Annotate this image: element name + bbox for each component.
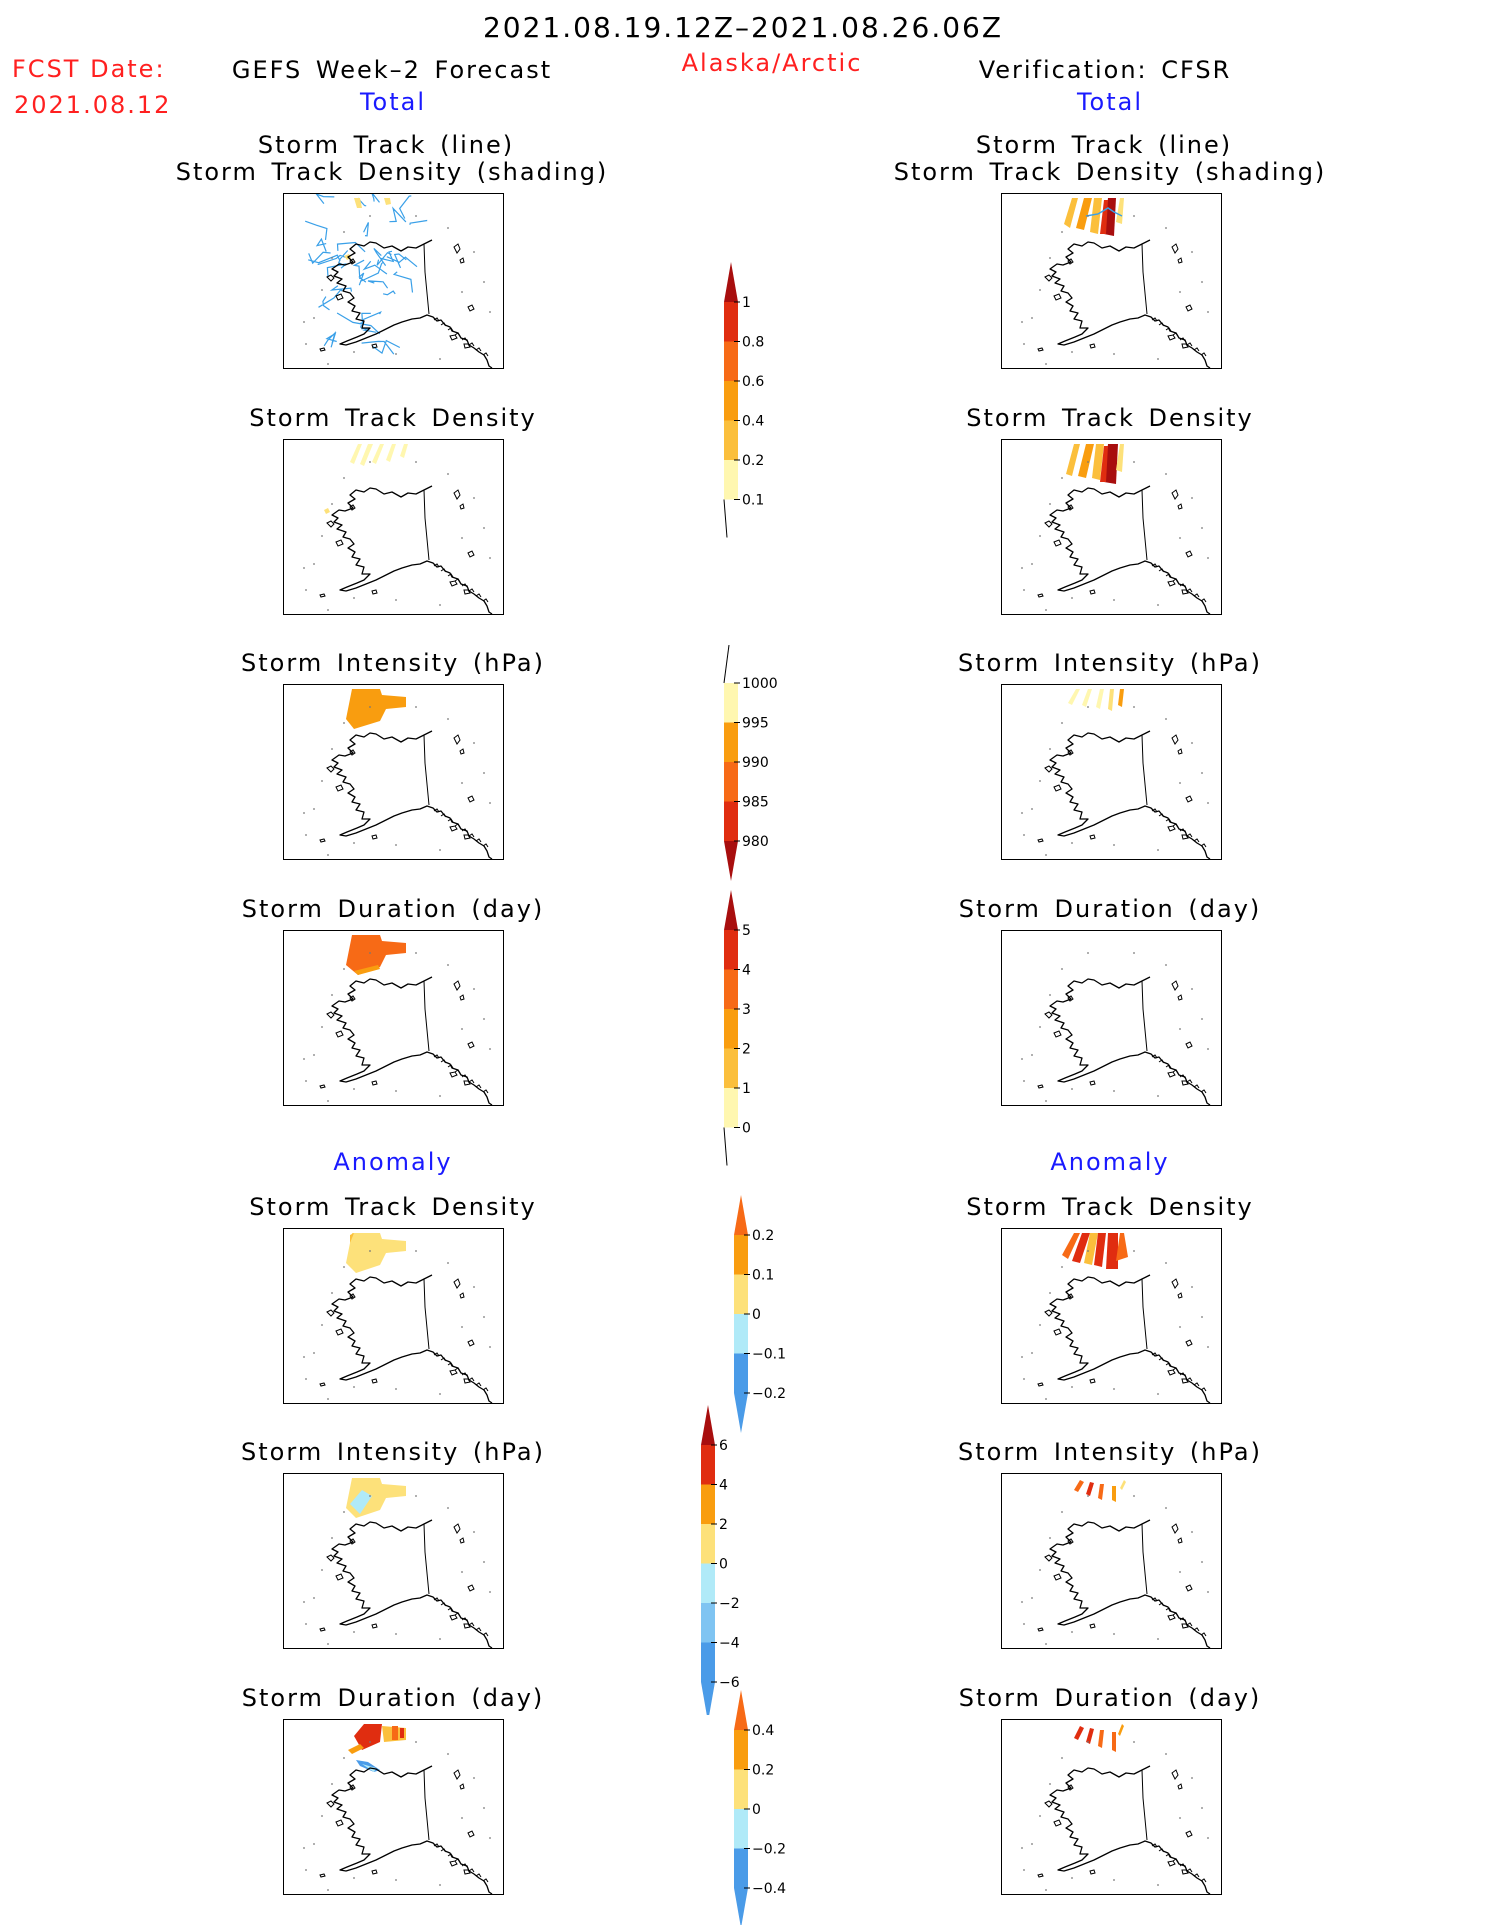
colorbar-tick-label: 980 (742, 834, 769, 850)
map-density-anom-cfsr (1001, 1228, 1222, 1404)
region-title: Alaska/Arctic (681, 49, 863, 77)
colorbar-tick-label: 0.2 (752, 1763, 774, 1779)
colorbar-tick-label: 5 (742, 923, 751, 939)
colorbar-tick-label: 4 (742, 963, 751, 979)
colorbar-tick-label: 1 (742, 1081, 751, 1097)
title-density-total: Storm Track Density (249, 404, 537, 432)
map-intensity-anom-gefs (283, 1473, 504, 1649)
fcst-date-value: 2021.08.12 (14, 91, 172, 119)
colorbar-tick-label: 0.8 (742, 335, 764, 351)
colorbar-tick-label: 0.2 (742, 453, 764, 469)
colorbar-tick-label: 0 (719, 1557, 728, 1573)
title-intensity-total: Storm Intensity (hPa) (241, 649, 545, 677)
map-duration-gefs (283, 930, 504, 1106)
colorbar-tick-label: 2 (742, 1042, 751, 1058)
colorbar-duration-anom: 0.4 0.2 0 −0.2 −0.4 (734, 1690, 786, 1925)
title-track-line-cfsr: Storm Track (line) (975, 131, 1233, 159)
title-duration-total-cfsr: Storm Duration (day) (958, 895, 1262, 923)
colorbar-tick-label: −0.1 (752, 1347, 786, 1363)
colorbar-tick-label: 2 (719, 1517, 728, 1533)
colorbar-intensity-anom: 6 4 2 0 −2 −4 −6 (701, 1405, 740, 1715)
title-track-shading: Storm Track Density (shading) (175, 158, 609, 186)
colorbar-tick-label: 6 (719, 1438, 728, 1454)
colorbar-tick-label: 1000 (742, 676, 778, 692)
title-duration-anom: Storm Duration (day) (241, 1684, 545, 1712)
left-title: GEFS Week–2 Forecast (231, 56, 553, 84)
right-title: Verification: CFSR (978, 56, 1232, 84)
period-title: 2021.08.19.12Z–2021.08.26.06Z (482, 11, 1004, 44)
map-density-cfsr (1001, 439, 1222, 615)
title-density-total-cfsr: Storm Track Density (966, 404, 1254, 432)
map-intensity-cfsr (1001, 684, 1222, 860)
colorbar-tick-label: −0.2 (752, 1842, 786, 1858)
fcst-date-label: FCST Date: (12, 55, 166, 83)
anomaly-label-right: Anomaly (1050, 1148, 1170, 1176)
colorbar-tick-label: −6 (719, 1675, 740, 1691)
map-duration-anom-gefs (283, 1719, 504, 1895)
title-intensity-anom-cfsr: Storm Intensity (hPa) (958, 1438, 1262, 1466)
colorbar-duration-total: 5 4 3 2 1 0 (723, 890, 751, 1166)
colorbar-tick-label: −0.4 (752, 1881, 786, 1897)
map-track-gefs (283, 193, 504, 369)
colorbar-tick-label: 990 (742, 755, 769, 771)
total-label-left: Total (359, 88, 427, 116)
colorbar-tick-label: −2 (719, 1596, 740, 1612)
colorbar-tick-label: 0 (752, 1307, 761, 1323)
map-intensity-anom-cfsr (1001, 1473, 1222, 1649)
colorbar-tick-label: 1 (742, 295, 751, 311)
title-duration-total: Storm Duration (day) (241, 895, 545, 923)
colorbar-tick-label: −4 (719, 1636, 740, 1652)
map-density-anom-gefs (283, 1228, 504, 1404)
colorbar-tick-label: 0.6 (742, 374, 764, 390)
title-track-line: Storm Track (line) (257, 131, 515, 159)
map-duration-cfsr (1001, 930, 1222, 1106)
colorbar-tick-label: 0.2 (752, 1228, 774, 1244)
title-duration-anom-cfsr: Storm Duration (day) (958, 1684, 1262, 1712)
colorbar-tick-label: 0.4 (742, 414, 764, 430)
map-density-gefs (283, 439, 504, 615)
title-intensity-total-cfsr: Storm Intensity (hPa) (958, 649, 1262, 677)
colorbar-tick-label: 0 (742, 1121, 751, 1137)
map-duration-anom-cfsr (1001, 1719, 1222, 1895)
title-density-anom: Storm Track Density (249, 1193, 537, 1221)
map-track-cfsr (1001, 193, 1222, 369)
colorbar-density-total: 1 0.8 0.6 0.4 0.2 0.1 (723, 262, 764, 538)
colorbar-tick-label: 0.1 (752, 1268, 774, 1284)
colorbar-tick-label: −0.2 (752, 1386, 786, 1402)
colorbar-tick-label: 985 (742, 795, 769, 811)
map-intensity-gefs (283, 684, 504, 860)
colorbar-tick-label: 0.4 (752, 1723, 774, 1739)
title-density-anom-cfsr: Storm Track Density (966, 1193, 1254, 1221)
colorbar-density-anom: 0.2 0.1 0 −0.1 −0.2 (734, 1195, 786, 1433)
colorbar-tick-label: 3 (742, 1002, 751, 1018)
title-track-shading-cfsr: Storm Track Density (shading) (893, 158, 1327, 186)
colorbar-tick-label: 0 (752, 1802, 761, 1818)
anomaly-label-left: Anomaly (333, 1148, 453, 1176)
title-intensity-anom: Storm Intensity (hPa) (241, 1438, 545, 1466)
total-label-right: Total (1076, 88, 1144, 116)
colorbar-tick-label: 4 (719, 1478, 728, 1494)
colorbar-tick-label: 995 (742, 716, 769, 732)
colorbar-intensity-total: 1000 995 990 985 980 (723, 645, 778, 881)
colorbar-tick-label: 0.1 (742, 493, 764, 509)
